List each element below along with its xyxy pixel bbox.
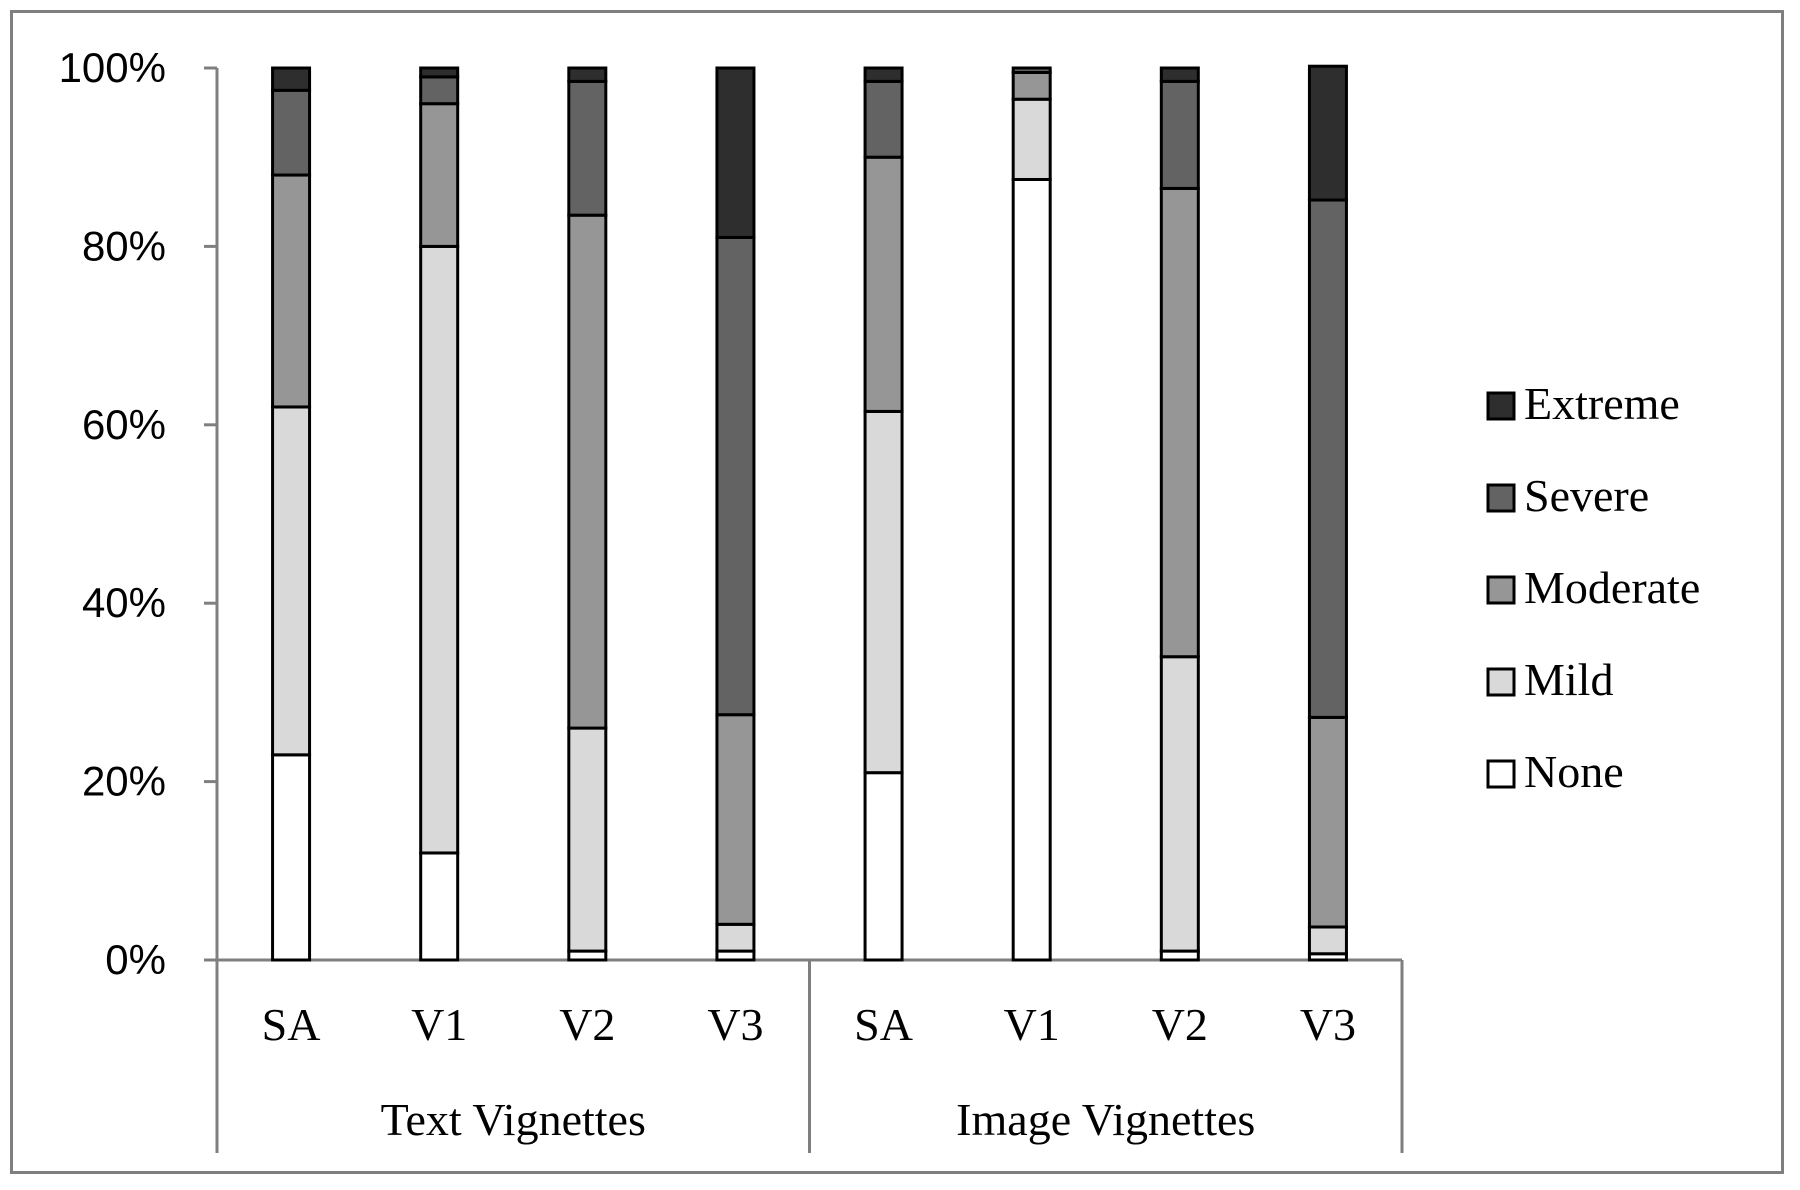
- legend-swatch-moderate: [1486, 575, 1516, 605]
- x-tick-label: V3: [707, 999, 763, 1050]
- y-tick-label: 100%: [59, 44, 166, 91]
- bar-segment-moderate: [715, 713, 756, 926]
- bar-segment-extreme: [863, 66, 904, 83]
- y-tick-label: 0%: [105, 936, 166, 983]
- legend-swatch-mild: [1486, 667, 1516, 697]
- bar-segment-severe: [1011, 66, 1052, 74]
- legend-swatch-none: [1486, 759, 1516, 789]
- bar-segment-extreme: [1159, 66, 1200, 83]
- y-tick-label: 20%: [82, 758, 166, 805]
- bar-segment-extreme: [271, 66, 312, 92]
- x-tick-label: V3: [1300, 999, 1356, 1050]
- y-tick-label: 40%: [82, 579, 166, 626]
- legend-swatch-extreme: [1486, 391, 1516, 421]
- x-tick-label: V2: [1152, 999, 1208, 1050]
- bar-segment-moderate: [271, 173, 312, 409]
- bar-segment-severe: [567, 79, 608, 217]
- bar-segment-mild: [1159, 655, 1200, 953]
- bar-segment-severe: [1307, 198, 1348, 719]
- bar-segment-mild: [863, 409, 904, 775]
- legend-label: Severe: [1524, 470, 1649, 521]
- x-group-label: Text Vignettes: [381, 1094, 646, 1145]
- bar-segment-moderate: [1159, 186, 1200, 659]
- legend-label: Mild: [1524, 654, 1613, 705]
- y-tick-label: 80%: [82, 222, 166, 269]
- bar-segment-severe: [419, 75, 460, 106]
- bar-segment-extreme: [419, 66, 460, 79]
- bar-segment-severe: [863, 79, 904, 159]
- bar-segment-extreme: [1307, 64, 1348, 202]
- legend-label: Moderate: [1524, 562, 1700, 613]
- bar-segment-none: [419, 851, 460, 962]
- bar-segment-mild: [567, 726, 608, 953]
- bar-segment-mild: [715, 922, 756, 953]
- bar-segment-none: [863, 771, 904, 962]
- x-tick-label: V1: [411, 999, 467, 1050]
- bar-segment-severe: [1159, 79, 1200, 190]
- legend-swatch-severe: [1486, 483, 1516, 513]
- bar-segment-moderate: [863, 155, 904, 413]
- bar-segment-moderate: [1307, 715, 1348, 929]
- bar-segment-moderate: [567, 213, 608, 730]
- bar-segment-extreme: [567, 66, 608, 83]
- legend-label: Extreme: [1524, 378, 1680, 429]
- x-tick-label: SA: [262, 999, 321, 1050]
- bar-segment-extreme: [715, 66, 756, 239]
- bar-segment-moderate: [419, 102, 460, 248]
- bar-segment-moderate: [1011, 70, 1052, 101]
- bar-segment-mild: [271, 405, 312, 757]
- bar-segment-none: [271, 753, 312, 962]
- x-tick-label: V2: [559, 999, 615, 1050]
- bar-segment-severe: [271, 88, 312, 177]
- bar-segment-mild: [1011, 97, 1052, 181]
- legend-label: None: [1524, 746, 1624, 797]
- bar-segment-none: [1011, 178, 1052, 962]
- bar-segment-mild: [1307, 925, 1348, 956]
- x-tick-label: V1: [1004, 999, 1060, 1050]
- bar-segment-mild: [419, 244, 460, 855]
- x-tick-label: SA: [854, 999, 913, 1050]
- y-tick-label: 60%: [82, 401, 166, 448]
- x-group-label: Image Vignettes: [956, 1094, 1255, 1145]
- bar-segment-severe: [715, 235, 756, 717]
